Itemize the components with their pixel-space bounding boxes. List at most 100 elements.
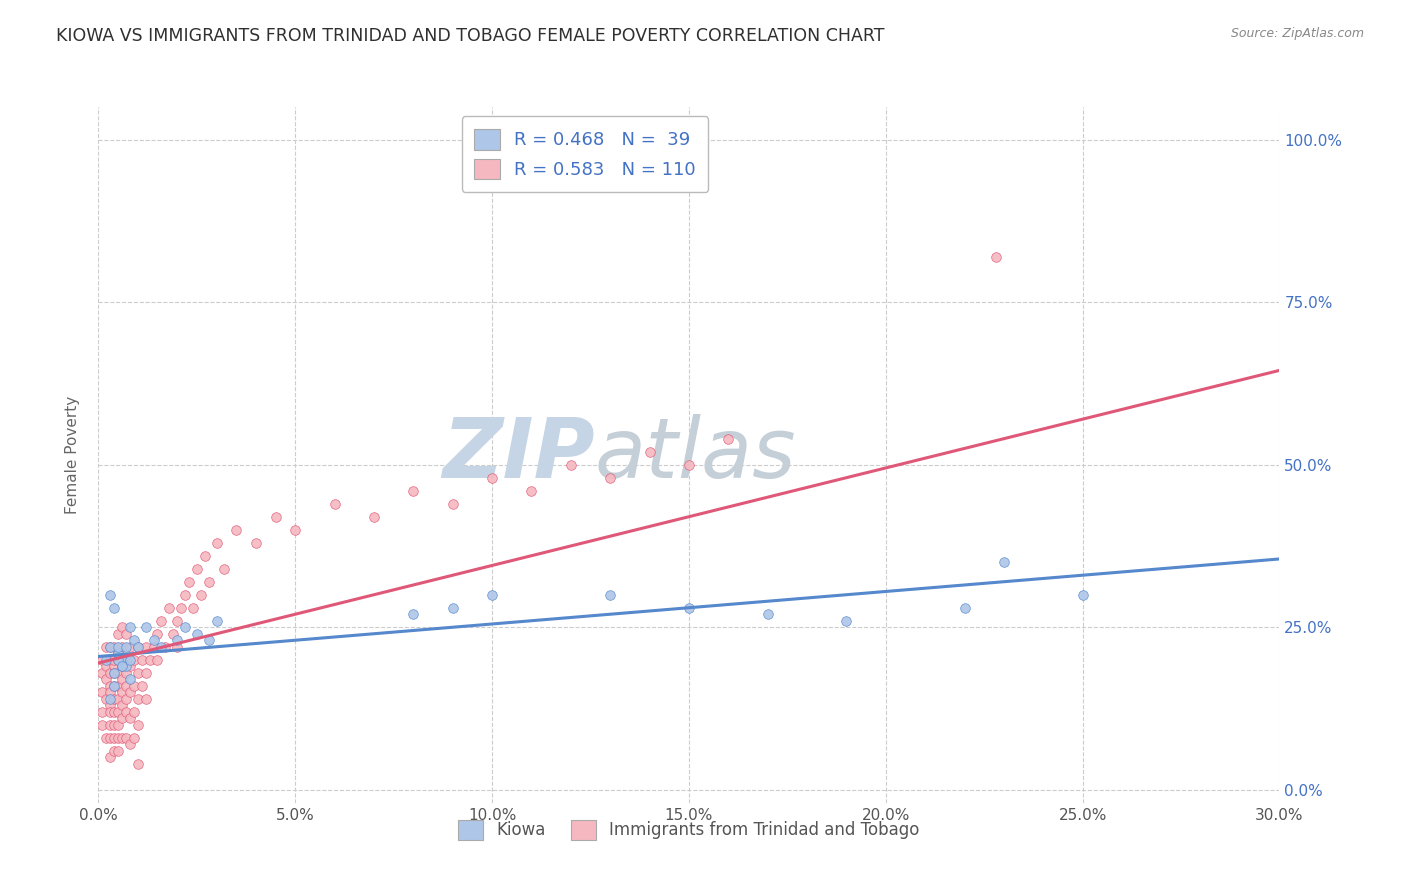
Point — [91, 653, 114, 667]
Point — [150, 614, 173, 628]
Point — [245, 535, 267, 549]
Point — [150, 640, 173, 654]
Point — [122, 705, 145, 719]
Point — [111, 659, 134, 673]
Point — [91, 718, 114, 732]
Point — [91, 705, 114, 719]
Point — [107, 679, 129, 693]
Point — [111, 620, 134, 634]
Point — [111, 685, 134, 699]
Point — [1071, 588, 1094, 602]
Point — [115, 731, 138, 745]
Point — [107, 653, 129, 667]
Point — [107, 691, 129, 706]
Point — [107, 653, 129, 667]
Point — [96, 659, 118, 673]
Point — [103, 718, 125, 732]
Point — [135, 691, 157, 706]
Point — [107, 731, 129, 745]
Point — [98, 679, 121, 693]
Point — [205, 535, 228, 549]
Text: KIOWA VS IMMIGRANTS FROM TRINIDAD AND TOBAGO FEMALE POVERTY CORRELATION CHART: KIOWA VS IMMIGRANTS FROM TRINIDAD AND TO… — [56, 27, 884, 45]
Point — [103, 600, 125, 615]
Point — [111, 640, 134, 654]
Point — [98, 640, 121, 654]
Point — [107, 744, 129, 758]
Point — [284, 523, 307, 537]
Text: atlas: atlas — [595, 415, 796, 495]
Point — [107, 718, 129, 732]
Point — [122, 633, 145, 648]
Point — [186, 626, 208, 640]
Point — [560, 458, 582, 472]
Point — [115, 691, 138, 706]
Point — [166, 640, 188, 654]
Point — [953, 600, 976, 615]
Point — [115, 640, 138, 654]
Point — [118, 737, 141, 751]
Point — [323, 497, 346, 511]
Point — [111, 653, 134, 667]
Point — [96, 731, 118, 745]
Point — [118, 711, 141, 725]
Point — [481, 588, 503, 602]
Point — [107, 646, 129, 660]
Point — [103, 640, 125, 654]
Point — [678, 600, 700, 615]
Point — [91, 685, 114, 699]
Point — [103, 744, 125, 758]
Point — [98, 731, 121, 745]
Point — [127, 640, 149, 654]
Point — [103, 679, 125, 693]
Point — [174, 620, 197, 634]
Point — [98, 685, 121, 699]
Point — [441, 497, 464, 511]
Point — [98, 640, 121, 654]
Point — [678, 458, 700, 472]
Point — [146, 626, 169, 640]
Point — [111, 698, 134, 713]
Point — [122, 731, 145, 745]
Point — [127, 718, 149, 732]
Point — [118, 620, 141, 634]
Point — [103, 731, 125, 745]
Point — [162, 626, 184, 640]
Point — [115, 705, 138, 719]
Point — [122, 653, 145, 667]
Point — [107, 665, 129, 680]
Point — [111, 659, 134, 673]
Point — [98, 750, 121, 764]
Point — [599, 588, 621, 602]
Point — [96, 672, 118, 686]
Point — [98, 653, 121, 667]
Point — [118, 640, 141, 654]
Point — [107, 646, 129, 660]
Point — [214, 562, 236, 576]
Point — [115, 659, 138, 673]
Point — [115, 679, 138, 693]
Text: ZIP: ZIP — [441, 415, 595, 495]
Point — [481, 471, 503, 485]
Legend: Kiowa, Immigrants from Trinidad and Tobago: Kiowa, Immigrants from Trinidad and Toba… — [449, 810, 929, 850]
Point — [98, 698, 121, 713]
Y-axis label: Female Poverty: Female Poverty — [65, 396, 80, 514]
Point — [142, 633, 165, 648]
Point — [103, 653, 125, 667]
Point — [638, 444, 661, 458]
Point — [127, 665, 149, 680]
Point — [756, 607, 779, 622]
Point — [157, 600, 180, 615]
Point — [599, 471, 621, 485]
Point — [103, 679, 125, 693]
Point — [402, 483, 425, 498]
Point — [107, 640, 129, 654]
Point — [142, 640, 165, 654]
Point — [98, 665, 121, 680]
Point — [96, 653, 118, 667]
Point — [98, 691, 121, 706]
Point — [111, 659, 134, 673]
Point — [107, 626, 129, 640]
Point — [264, 509, 287, 524]
Point — [146, 653, 169, 667]
Point — [115, 665, 138, 680]
